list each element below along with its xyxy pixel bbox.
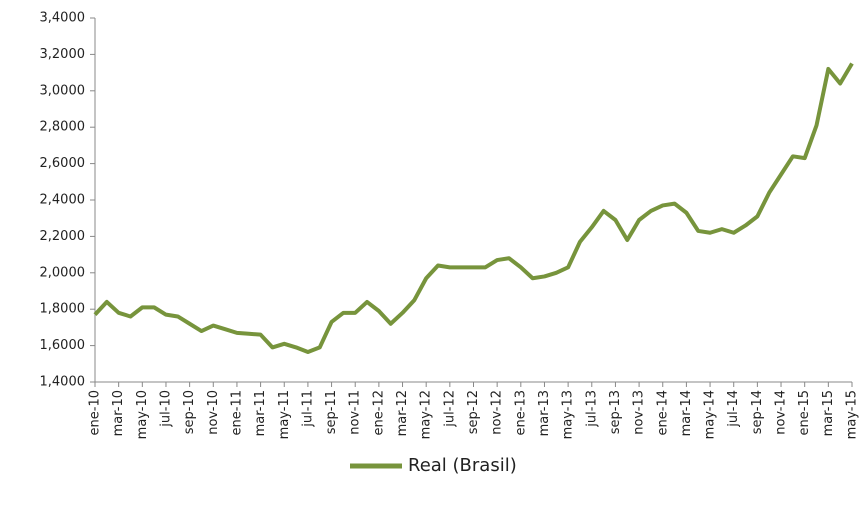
x-tick-label: ene-10 [88, 390, 103, 435]
x-tick-label: mar-14 [679, 390, 694, 436]
x-tick-label: may-10 [135, 390, 150, 439]
x-tick-label: ene-12 [371, 390, 386, 435]
y-tick-label: 2,4000 [40, 193, 86, 208]
y-tick-label: 3,0000 [40, 83, 86, 98]
x-tick-label: ene-15 [797, 390, 812, 435]
x-tick-label: nov-12 [490, 390, 505, 435]
y-tick-label: 1,4000 [40, 375, 86, 390]
x-tick-label: may-13 [561, 390, 576, 439]
x-tick-label: jul-13 [584, 390, 599, 428]
y-tick-label: 2,0000 [40, 265, 86, 280]
y-tick-label: 2,8000 [40, 120, 86, 135]
x-tick-label: nov-10 [206, 390, 221, 435]
x-tick-label: ene-11 [229, 390, 244, 435]
y-tick-label: 2,6000 [40, 156, 86, 171]
x-tick-label: mar-12 [395, 390, 410, 436]
x-tick-label: jul-11 [300, 390, 315, 428]
x-tick-label: ene-14 [655, 390, 670, 435]
x-tick-label: sep-13 [608, 390, 623, 434]
data-line [93, 62, 854, 354]
y-tick-label: 2,2000 [40, 229, 86, 244]
x-tick-label: jul-10 [158, 390, 173, 428]
x-tick-label: may-11 [277, 390, 292, 439]
x-tick-label: mar-10 [111, 390, 126, 436]
x-tick-label: may-15 [845, 390, 860, 439]
x-tick-label: mar-11 [253, 390, 268, 436]
x-tick-label: nov-13 [632, 390, 647, 435]
x-tick-label: mar-15 [821, 390, 836, 436]
x-tick-label: nov-14 [774, 390, 789, 435]
legend-label: Real (Brasil) [408, 455, 517, 476]
x-tick-label: may-14 [703, 390, 718, 439]
x-tick-label: may-12 [419, 390, 434, 439]
x-tick-label: sep-11 [324, 390, 339, 434]
x-tick-label: nov-11 [348, 390, 363, 435]
y-tick-label: 3,2000 [40, 47, 86, 62]
x-tick-label: jul-12 [442, 390, 457, 428]
x-tick-label: jul-14 [726, 390, 741, 428]
x-tick-label: sep-14 [750, 390, 765, 434]
y-tick-label: 1,6000 [40, 338, 86, 353]
x-tick-label: sep-12 [466, 390, 481, 434]
x-tick-label: sep-10 [182, 390, 197, 434]
y-tick-label: 3,4000 [40, 11, 86, 26]
x-tick-label: ene-13 [513, 390, 528, 435]
y-tick-label: 1,8000 [40, 302, 86, 317]
x-tick-label: mar-13 [537, 390, 552, 436]
